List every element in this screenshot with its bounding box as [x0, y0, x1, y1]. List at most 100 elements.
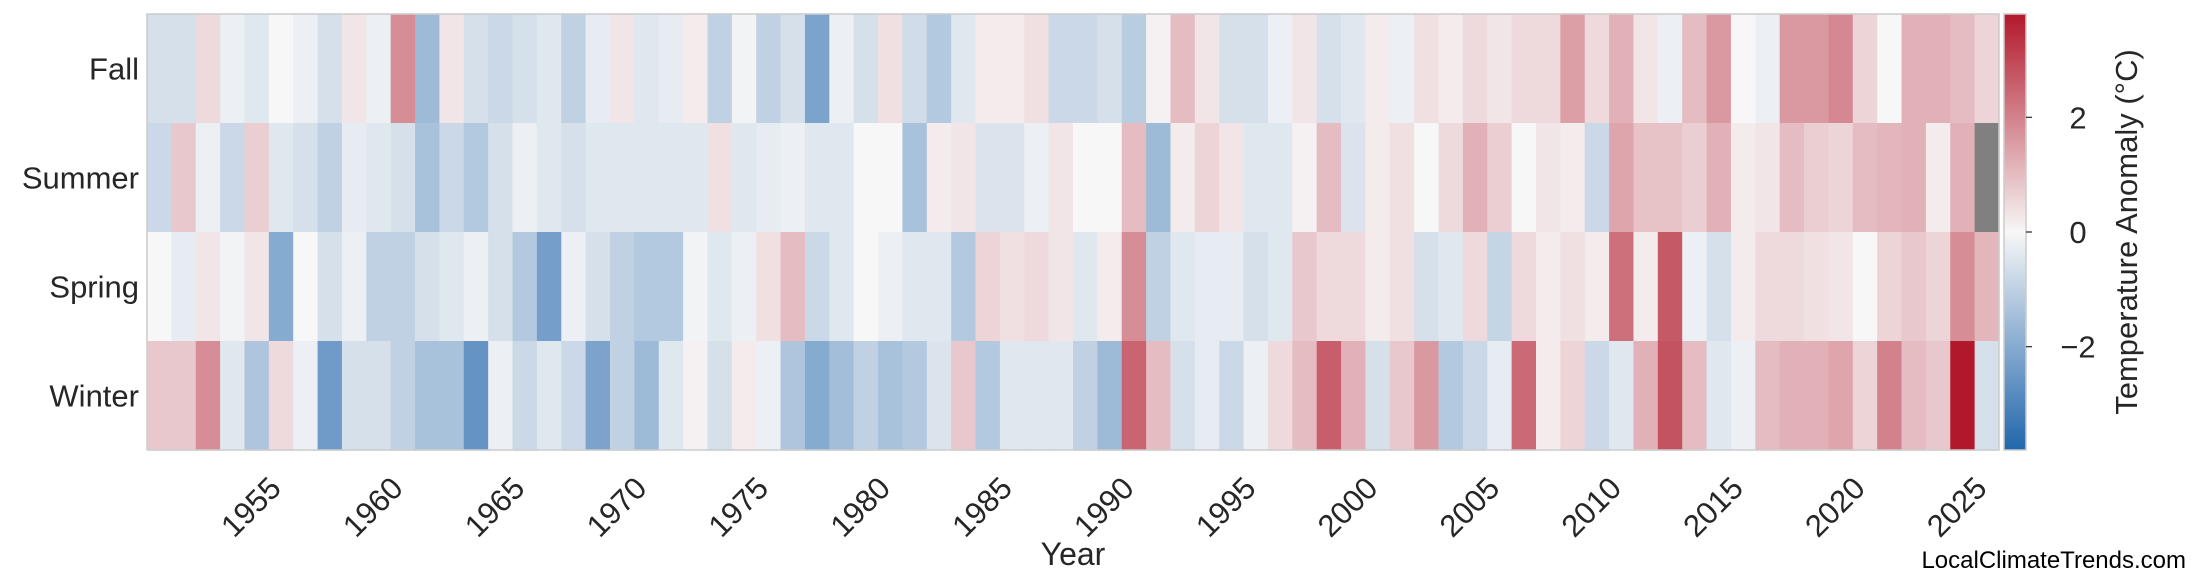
heatmap-cell-winter-1953: [220, 341, 246, 451]
heatmap-cell-spring-1982: [926, 232, 952, 342]
heatmap-cell-spring-2011: [1633, 232, 1659, 342]
heatmap-cell-fall-1987: [1048, 14, 1074, 124]
heatmap-cell-winter-1987: [1048, 341, 1074, 451]
heatmap-cell-winter-1995: [1243, 341, 1269, 451]
x-tick-label-1960: 1960: [336, 470, 410, 544]
heatmap-cell-winter-1962: [439, 341, 465, 451]
heatmap-cell-spring-2002: [1414, 232, 1440, 342]
heatmap-cell-summer-2011: [1633, 123, 1659, 233]
heatmap-cell-spring-1970: [634, 232, 660, 342]
heatmap-cell-fall-2007: [1536, 14, 1561, 124]
heatmap-cell-summer-1950: [147, 123, 172, 233]
heatmap-cell-summer-1988: [1073, 123, 1098, 233]
heatmap-cell-spring-2010: [1609, 232, 1635, 342]
heatmap-cell-winter-1997: [1292, 341, 1318, 451]
heatmap-cell-summer-2018: [1804, 123, 1830, 233]
heatmap-cell-summer-1960: [390, 123, 416, 233]
heatmap-cell-fall-1992: [1170, 14, 1196, 124]
heatmap-cell-spring-1996: [1267, 232, 1293, 342]
heatmap-cell-spring-1958: [341, 232, 367, 342]
heatmap-cell-summer-1996: [1267, 123, 1293, 233]
heatmap-cell-fall-1979: [853, 14, 879, 124]
heatmap-cell-fall-1994: [1219, 14, 1245, 124]
heatmap-cell-winter-1974: [731, 341, 757, 451]
heatmap-cell-winter-1971: [658, 341, 684, 451]
heatmap-cell-winter-1980: [878, 341, 904, 451]
heatmap-cell-spring-1954: [244, 232, 270, 342]
heatmap-cell-fall-2021: [1877, 14, 1903, 124]
heatmap-cell-fall-2016: [1755, 14, 1781, 124]
heatmap-cell-spring-1966: [536, 232, 562, 342]
heatmap-cell-spring-2023: [1925, 232, 1951, 342]
heatmap-cell-fall-1999: [1341, 14, 1367, 124]
heatmap-cell-spring-1973: [707, 232, 733, 342]
heatmap-cell-summer-1986: [1024, 123, 1050, 233]
heatmap-cell-fall-1976: [780, 14, 806, 124]
heatmap-cell-summer-2024: [1950, 123, 1976, 233]
heatmap-cell-winter-2010: [1609, 341, 1635, 451]
heatmap-cells: [147, 14, 2000, 451]
heatmap-cell-spring-1959: [366, 232, 392, 342]
heatmap-cell-fall-2023: [1925, 14, 1951, 124]
heatmap-cell-winter-1966: [536, 341, 562, 451]
heatmap-cell-fall-1967: [561, 14, 587, 124]
heatmap-cell-spring-1989: [1097, 232, 1123, 342]
heatmap-cell-summer-1989: [1097, 123, 1123, 233]
heatmap-cell-winter-1958: [341, 341, 367, 451]
heatmap-cell-summer-2007: [1536, 123, 1561, 233]
heatmap-cell-fall-2001: [1389, 14, 1415, 124]
heatmap-cell-winter-1965: [512, 341, 538, 451]
heatmap-cell-spring-2024: [1950, 232, 1976, 342]
colorbar-label: Temperature Anomaly (°C): [2109, 49, 2144, 415]
heatmap-cell-summer-1991: [1146, 123, 1172, 233]
heatmap-cell-summer-1997: [1292, 123, 1318, 233]
heatmap-cell-summer-1952: [195, 123, 221, 233]
heatmap-cell-summer-2013: [1682, 123, 1708, 233]
heatmap-cell-spring-1992: [1170, 232, 1196, 342]
heatmap-cell-summer-2012: [1657, 123, 1683, 233]
heatmap-cell-fall-1989: [1097, 14, 1123, 124]
heatmap-cell-fall-1953: [220, 14, 246, 124]
heatmap-cell-spring-2013: [1682, 232, 1708, 342]
heatmap-cell-summer-2014: [1706, 123, 1732, 233]
heatmap-cell-spring-1962: [439, 232, 465, 342]
heatmap-cell-spring-1977: [804, 232, 830, 342]
heatmap-cell-summer-2015: [1730, 123, 1756, 233]
x-tick-label-2000: 2000: [1311, 470, 1385, 544]
heatmap-cell-summer-2019: [1828, 123, 1854, 233]
heatmap-cell-summer-1957: [317, 123, 343, 233]
heatmap-cell-spring-2022: [1901, 232, 1927, 342]
heatmap-cell-fall-2009: [1584, 14, 1610, 124]
x-tick-label-2025: 2025: [1920, 470, 1994, 544]
x-tick-label-1990: 1990: [1067, 470, 1141, 544]
heatmap-cell-fall-1975: [756, 14, 782, 124]
heatmap-cell-spring-2001: [1389, 232, 1415, 342]
heatmap-cell-winter-1983: [951, 341, 977, 451]
heatmap-cell-winter-2018: [1804, 341, 1830, 451]
heatmap-cell-fall-1972: [683, 14, 709, 124]
heatmap-cell-fall-2003: [1438, 14, 1464, 124]
heatmap-cell-summer-1970: [634, 123, 660, 233]
heatmap-cell-winter-1956: [293, 341, 319, 451]
heatmap-cell-fall-1968: [585, 14, 611, 124]
heatmap-cell-winter-1977: [804, 341, 830, 451]
heatmap-cell-spring-1986: [1024, 232, 1050, 342]
x-tick-label-2005: 2005: [1433, 470, 1507, 544]
heatmap-cell-summer-1951: [171, 123, 197, 233]
heatmap-cell-spring-1972: [683, 232, 709, 342]
heatmap-cell-fall-1964: [488, 14, 514, 124]
heatmap-cell-summer-2004: [1462, 123, 1488, 233]
row-label-fall: Fall: [89, 52, 139, 87]
heatmap-cell-spring-1985: [999, 232, 1025, 342]
heatmap-cell-fall-1960: [390, 14, 416, 124]
heatmap-cell-spring-2018: [1804, 232, 1830, 342]
heatmap-cell-fall-2012: [1657, 14, 1683, 124]
heatmap-cell-winter-2011: [1633, 341, 1659, 451]
heatmap-cell-summer-1953: [220, 123, 246, 233]
heatmap-cell-winter-2007: [1536, 341, 1561, 451]
heatmap-cell-summer-1984: [975, 123, 1001, 233]
heatmap-cell-winter-2014: [1706, 341, 1732, 451]
heatmap-cell-summer-2001: [1389, 123, 1415, 233]
heatmap-cell-summer-2000: [1365, 123, 1391, 233]
